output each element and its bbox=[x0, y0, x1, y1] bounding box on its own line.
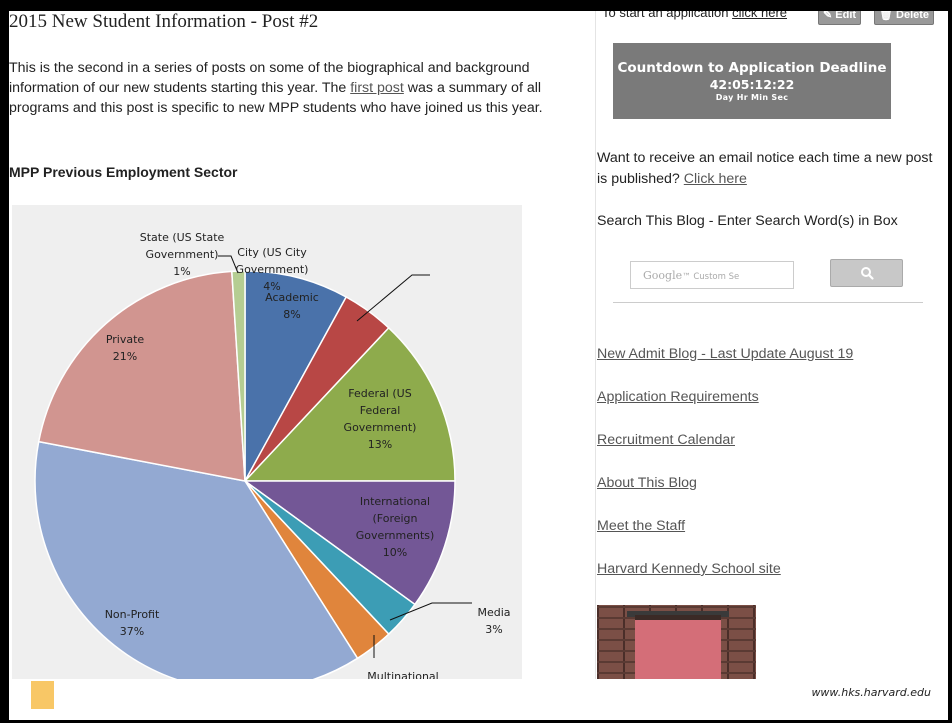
first-post-link[interactable]: first post bbox=[350, 80, 404, 96]
countdown-title: Countdown to Application Deadline bbox=[617, 60, 887, 76]
pie-label-federal: Federal (US Federal Government) 13% bbox=[344, 387, 417, 451]
apply-text: To start an application bbox=[602, 11, 729, 20]
google-brand: Google bbox=[643, 269, 683, 282]
link-application-requirements[interactable]: Application Requirements bbox=[597, 389, 759, 405]
pie-label-multinational: MultinationalGovernment (EU... bbox=[352, 670, 454, 679]
link-meet-the-staff[interactable]: Meet the Staff bbox=[597, 518, 686, 534]
pie-chart-svg: Academic 8%City (US City Government) 4% Fede… bbox=[34, 231, 511, 679]
link-hks-site[interactable]: Harvard Kennedy School site bbox=[597, 561, 781, 577]
intro-text-start: This is the second in a series of posts … bbox=[9, 60, 530, 96]
footer-site-url: www.hks.harvard.edu bbox=[811, 686, 931, 699]
search-icon bbox=[861, 267, 874, 280]
post-title: 2015 New Student Information - Post #2 bbox=[9, 11, 319, 32]
search-divider bbox=[613, 302, 923, 303]
pie-slice-international bbox=[242, 480, 456, 606]
apply-line: To start an application click here bbox=[602, 11, 787, 20]
link-recruitment-calendar[interactable]: Recruitment Calendar bbox=[597, 432, 735, 448]
pie-label-city: City (US City Government) 4% bbox=[236, 246, 309, 293]
post-intro: This is the second in a series of posts … bbox=[9, 58, 589, 118]
email-notice-text: Want to receive an email notice each tim… bbox=[597, 150, 933, 187]
search-button[interactable] bbox=[830, 259, 903, 287]
pie-label-state: State (US State Government) 1% bbox=[140, 231, 225, 278]
campus-banner-photo bbox=[597, 605, 756, 679]
leader-line-state bbox=[218, 255, 239, 274]
pie-label-academic: Academic 8% bbox=[265, 291, 319, 321]
banner-rod bbox=[627, 611, 729, 617]
email-subscribe-link[interactable]: Click here bbox=[683, 171, 747, 187]
pie-label-private: Private 21% bbox=[106, 333, 145, 363]
pie-slice-federal bbox=[243, 326, 456, 482]
employment-sector-chart: Academic 8% City (US City Government) 4% Fede… bbox=[12, 205, 522, 679]
intro-text-end: was a summary of all programs and this p… bbox=[9, 80, 543, 116]
sidebar: To start an application click here ✎ Edi… bbox=[595, 11, 948, 679]
footer-bar: www.hks.harvard.edu bbox=[9, 679, 948, 720]
countdown-units: Day Hr Min Sec bbox=[715, 93, 789, 102]
link-new-admit-blog[interactable]: New Admit Blog - Last Update August 19 bbox=[597, 346, 854, 362]
delete-button[interactable]: 🗑 Delete bbox=[874, 11, 935, 25]
search-label: Search This Blog - Enter Search Word(s) … bbox=[597, 213, 898, 229]
search-placeholder: Custom Se bbox=[693, 272, 740, 282]
chart-heading: MPP Previous Employment Sector bbox=[9, 164, 238, 180]
leader-line-media bbox=[389, 602, 472, 621]
link-about-this-blog[interactable]: About This Blog bbox=[597, 475, 697, 491]
orange-logo-mark bbox=[31, 681, 54, 709]
pie-slice-private bbox=[37, 270, 246, 482]
page-content: 2015 New Student Information - Post #2 T… bbox=[9, 11, 948, 679]
pie-label-non-profit: Non-Profit 37% bbox=[105, 608, 160, 638]
pie-slice-academic bbox=[244, 270, 348, 482]
countdown-value: 42:05:12:22 bbox=[709, 77, 795, 92]
apply-link[interactable]: click here bbox=[732, 11, 788, 20]
countdown-widget: Countdown to Application Deadline 42:05:… bbox=[613, 43, 891, 119]
pie-slice-non-profit bbox=[34, 440, 359, 679]
pie-slice-state bbox=[231, 270, 246, 482]
pie-label-media: Media 3% bbox=[477, 606, 510, 636]
banner-flag bbox=[635, 615, 721, 679]
leader-line-city bbox=[356, 274, 430, 322]
pie-label-international: International (Foreign Governments) 10% bbox=[356, 495, 435, 559]
search-input[interactable]: Google™ Custom Se bbox=[630, 261, 794, 289]
edit-button[interactable]: ✎ Edit bbox=[818, 11, 862, 25]
email-notice: Want to receive an email notice each tim… bbox=[597, 148, 937, 190]
